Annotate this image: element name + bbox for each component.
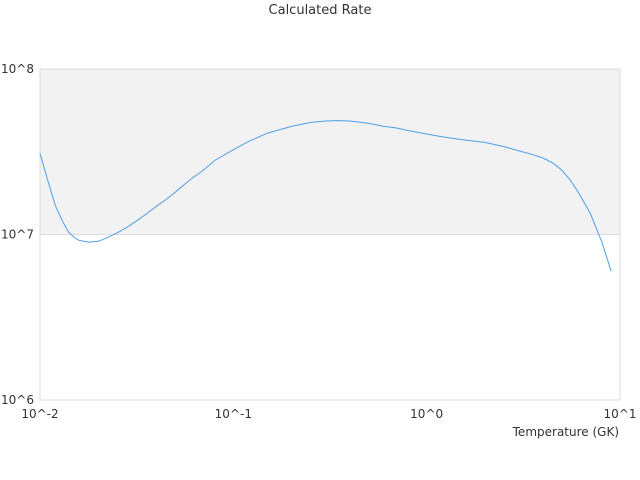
x-axis-label: Temperature (GK) [512,425,619,439]
x-tick-label: 10^1 [604,407,637,421]
grid-lines [39,68,621,401]
upper-decade-band [40,69,620,235]
x-tick-label: 10^-1 [215,407,252,421]
y-tick-label: 10^6 [1,393,34,407]
x-tick-label: 10^-2 [21,407,58,421]
y-tick-labels: 10^6 10^7 10^8 [1,62,34,407]
chart-title: Calculated Rate [268,3,372,18]
series-group [39,120,612,272]
x-tick-labels: 10^-2 10^-1 10^0 10^1 [21,407,636,421]
y-tick-label: 10^7 [1,228,34,242]
plot-background [40,69,620,235]
series-line-0 [39,120,612,272]
y-tick-label: 10^8 [1,62,34,76]
x-tick-label: 10^0 [410,407,443,421]
